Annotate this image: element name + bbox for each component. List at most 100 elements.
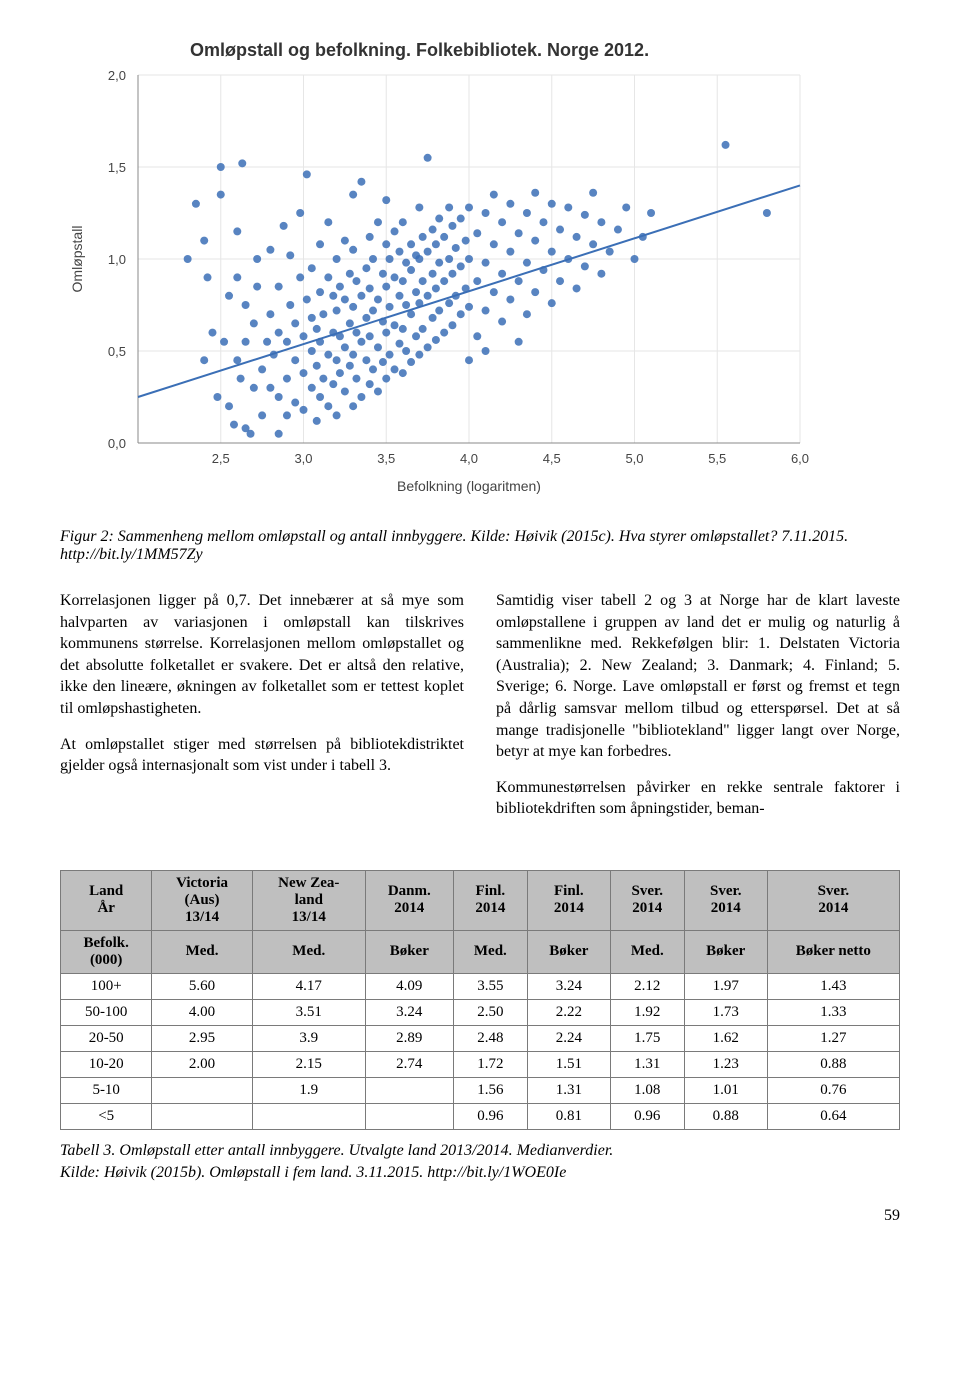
right-column: Samtidig viser tabell 2 og 3 at Norge ha…	[496, 590, 900, 834]
table-cell	[365, 1103, 453, 1129]
scatter-chart-container: Omløpstall og befolkning. Folkebibliotek…	[60, 40, 820, 510]
svg-text:6,0: 6,0	[791, 451, 809, 466]
table-cell: 2.00	[152, 1051, 252, 1077]
table-row-label: 50-100	[61, 999, 152, 1025]
table-cell: 1.73	[684, 999, 767, 1025]
left-paragraph-1: Korrelasjonen ligger på 0,7. Det innebær…	[60, 590, 464, 720]
left-column: Korrelasjonen ligger på 0,7. Det innebær…	[60, 590, 464, 834]
svg-text:2,0: 2,0	[108, 68, 126, 83]
table-cell: 1.62	[684, 1025, 767, 1051]
table-row: 10-202.002.152.741.721.511.311.230.88	[61, 1051, 900, 1077]
table-cell: 1.56	[453, 1077, 527, 1103]
body-text-columns: Korrelasjonen ligger på 0,7. Det innebær…	[60, 590, 900, 834]
svg-text:3,0: 3,0	[294, 451, 312, 466]
table-row-label: <5	[61, 1103, 152, 1129]
table-cell	[252, 1103, 365, 1129]
table-caption: Tabell 3. Omløpstall etter antall innbyg…	[60, 1140, 900, 1183]
table-caption-line-2: Kilde: Høivik (2015b). Omløpstall i fem …	[60, 1164, 566, 1181]
svg-text:2,5: 2,5	[212, 451, 230, 466]
table-cell: 2.22	[527, 999, 610, 1025]
svg-text:5,5: 5,5	[708, 451, 726, 466]
svg-text:5,0: 5,0	[625, 451, 643, 466]
table-cell: 2.74	[365, 1051, 453, 1077]
table-header-row2-cell: Med.	[152, 930, 252, 973]
table-cell: 4.00	[152, 999, 252, 1025]
table-cell: 1.01	[684, 1077, 767, 1103]
svg-text:0,0: 0,0	[108, 436, 126, 451]
table-header-row2-cell: Med.	[610, 930, 684, 973]
left-paragraph-2: At omløpstallet stiger med størrelsen på…	[60, 734, 464, 777]
table-cell: 0.64	[767, 1103, 899, 1129]
svg-text:Omløpstall: Omløpstall	[69, 226, 85, 293]
table-header-row1-cell: Sver.2014	[767, 870, 899, 930]
table-cell: 0.96	[453, 1103, 527, 1129]
table-cell: 3.51	[252, 999, 365, 1025]
table-cell: 0.88	[684, 1103, 767, 1129]
table-row: 20-502.953.92.892.482.241.751.621.27	[61, 1025, 900, 1051]
table-cell: 1.23	[684, 1051, 767, 1077]
table-cell: 3.55	[453, 973, 527, 999]
table-header-row2-cell: Bøker netto	[767, 930, 899, 973]
table-cell: 1.97	[684, 973, 767, 999]
svg-text:Befolkning (logaritmen): Befolkning (logaritmen)	[397, 478, 541, 494]
right-paragraph-1: Samtidig viser tabell 2 og 3 at Norge ha…	[496, 590, 900, 763]
table-header-row1-cell: Sver.2014	[684, 870, 767, 930]
table-cell: 0.96	[610, 1103, 684, 1129]
table-row-label: 10-20	[61, 1051, 152, 1077]
table-cell: 4.09	[365, 973, 453, 999]
table-header-row2-cell: Bøker	[684, 930, 767, 973]
table-cell: 3.24	[527, 973, 610, 999]
data-table: LandÅrVictoria(Aus)13/14New Zea-land13/1…	[60, 870, 900, 1130]
table-header-row1-cell: Sver.2014	[610, 870, 684, 930]
table-cell: 1.33	[767, 999, 899, 1025]
table-cell: 1.31	[527, 1077, 610, 1103]
table-cell: 1.9	[252, 1077, 365, 1103]
table-cell: 3.9	[252, 1025, 365, 1051]
table-header-row1-cell: Finl.2014	[527, 870, 610, 930]
table-cell: 1.27	[767, 1025, 899, 1051]
svg-text:0,5: 0,5	[108, 344, 126, 359]
svg-text:3,5: 3,5	[377, 451, 395, 466]
table-header-row2-cell: Befolk.(000)	[61, 930, 152, 973]
right-paragraph-2: Kommunestørrelsen påvirker en rekke sent…	[496, 777, 900, 820]
table-cell: 2.15	[252, 1051, 365, 1077]
svg-text:4,0: 4,0	[460, 451, 478, 466]
table-caption-line-1: Tabell 3. Omløpstall etter antall innbyg…	[60, 1142, 613, 1159]
table-cell: 1.51	[527, 1051, 610, 1077]
table-cell: 1.43	[767, 973, 899, 999]
table-cell: 2.12	[610, 973, 684, 999]
figure-caption: Figur 2: Sammenheng mellom omløpstall og…	[60, 528, 900, 564]
table-cell: 0.76	[767, 1077, 899, 1103]
table-header-row1-cell: Danm.2014	[365, 870, 453, 930]
table-cell: 1.72	[453, 1051, 527, 1077]
table-header-row2-cell: Med.	[453, 930, 527, 973]
table-row: 50-1004.003.513.242.502.221.921.731.33	[61, 999, 900, 1025]
table-cell	[152, 1103, 252, 1129]
table-cell: 5.60	[152, 973, 252, 999]
table-cell: 1.08	[610, 1077, 684, 1103]
table-cell: 0.88	[767, 1051, 899, 1077]
table-cell: 4.17	[252, 973, 365, 999]
page-number: 59	[60, 1207, 900, 1225]
table-header-row1-cell: Victoria(Aus)13/14	[152, 870, 252, 930]
table-cell	[365, 1077, 453, 1103]
scatter-chart: 2,53,03,54,04,55,05,56,00,00,51,01,52,0B…	[60, 65, 820, 505]
svg-text:1,0: 1,0	[108, 252, 126, 267]
table-header-row2-cell: Bøker	[365, 930, 453, 973]
table-header-row1-cell: Finl.2014	[453, 870, 527, 930]
table-cell: 2.50	[453, 999, 527, 1025]
table-row: 5-101.91.561.311.081.010.76	[61, 1077, 900, 1103]
table-header-row2-cell: Bøker	[527, 930, 610, 973]
table-cell: 0.81	[527, 1103, 610, 1129]
table-cell: 2.89	[365, 1025, 453, 1051]
table-cell: 1.75	[610, 1025, 684, 1051]
table-row-label: 20-50	[61, 1025, 152, 1051]
table-cell: 2.48	[453, 1025, 527, 1051]
table-row: <50.960.810.960.880.64	[61, 1103, 900, 1129]
table-header-row2-cell: Med.	[252, 930, 365, 973]
chart-title: Omløpstall og befolkning. Folkebibliotek…	[190, 40, 820, 61]
table-cell: 3.24	[365, 999, 453, 1025]
table-header-row1-cell: New Zea-land13/14	[252, 870, 365, 930]
table-row: 100+5.604.174.093.553.242.121.971.43	[61, 973, 900, 999]
svg-text:1,5: 1,5	[108, 160, 126, 175]
